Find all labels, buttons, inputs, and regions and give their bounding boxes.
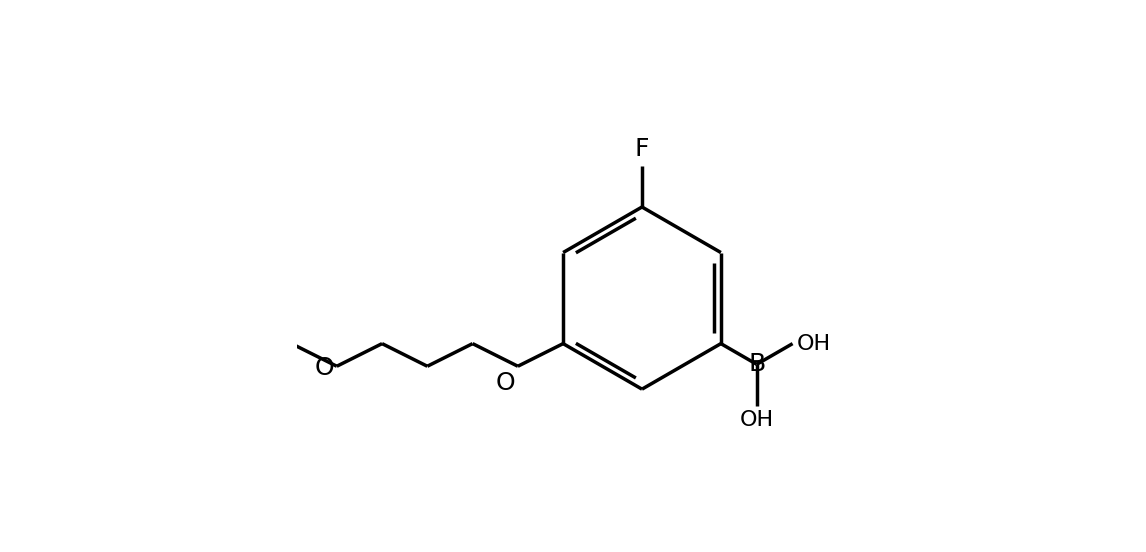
Text: O: O bbox=[314, 356, 333, 380]
Text: O: O bbox=[495, 371, 515, 395]
Text: OH: OH bbox=[739, 410, 774, 430]
Text: OH: OH bbox=[796, 333, 831, 354]
Text: B: B bbox=[748, 352, 766, 376]
Text: F: F bbox=[635, 137, 650, 161]
